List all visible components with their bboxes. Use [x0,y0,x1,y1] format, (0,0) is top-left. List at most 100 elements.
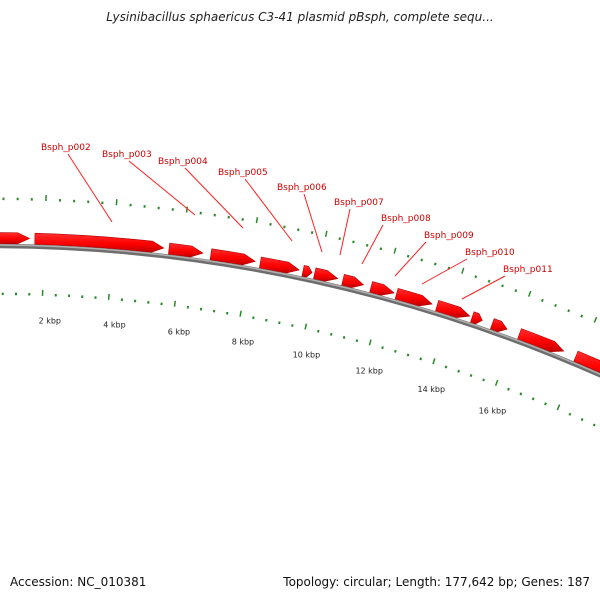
scale-tick [185,206,189,213]
gene-arrow[interactable] [259,256,300,274]
map-title: Lysinibacillus sphaericus C3-41 plasmid … [106,10,494,24]
scale-label: 2 kbp [39,316,61,325]
scale-tick [381,346,384,350]
gene-leader-line [303,193,323,253]
scale-tick [494,379,499,386]
scale-tick [554,303,557,308]
gene-leader-line [244,178,293,242]
scale-tick [107,293,110,300]
scale-tick [519,392,523,396]
scale-label: 12 kbp [355,366,383,375]
gene-arrow[interactable] [435,300,471,318]
gene-leader-line [461,275,506,300]
scale-tick [469,373,473,378]
gene-leader-line [184,167,244,229]
scale-tick [324,230,328,237]
scale-tick [278,321,281,325]
scale-tick [420,258,424,262]
gene-arrow[interactable] [168,242,204,258]
scale-tick [487,279,491,283]
gene-label[interactable]: Bsph_p008 [381,214,431,224]
scale-tick [368,339,372,346]
gene-arrow[interactable] [573,350,600,380]
topology-summary: Topology: circular; Length: 177,642 bp; … [283,575,590,589]
scale-tick [317,329,320,333]
gene-label[interactable]: Bsph_p011 [503,265,553,275]
gene-arrow[interactable] [470,311,483,325]
scale-tick [338,237,341,241]
gene-leader-line [421,258,468,285]
scale-tick [304,323,308,330]
gene-leader-line [361,224,384,265]
gene-arrow[interactable] [341,274,365,288]
scale-tick [342,335,346,339]
scale-tick [507,387,510,391]
scale-tick [255,217,259,224]
scale-tick [239,310,242,317]
gene-arrow[interactable] [313,267,339,282]
scale-tick [457,369,460,373]
scale-label: 14 kbp [418,385,446,394]
scale-tick [297,228,300,232]
scale-tick [365,243,369,247]
plasmid-backbone [0,243,600,378]
scale-tick [406,353,410,357]
scale-tick [531,397,535,401]
gene-arrow[interactable] [0,232,31,245]
scale-tick [252,316,255,320]
gene-arrow[interactable] [490,318,508,333]
scale-label: 16 kbp [479,406,507,415]
gene-label[interactable]: Bsph_p006 [277,183,327,193]
scale-tick [593,316,598,323]
gene-leader-line [128,160,196,216]
scale-tick [540,298,544,302]
plasmid-backbone-highlight [0,244,600,376]
scale-tick [592,423,596,427]
scale-label: 8 kbp [232,338,254,347]
scale-tick [173,300,177,307]
gene-arrow[interactable] [301,265,313,278]
scale-tick [419,357,423,361]
scale-tick [329,332,333,336]
scale-tick [406,254,410,258]
gene-label[interactable]: Bsph_p002 [41,143,91,153]
scale-tick [501,284,504,288]
gene-arrow[interactable] [369,281,395,296]
scale-tick [291,324,294,327]
scale-tick [433,262,437,266]
gene-arrow[interactable] [209,248,256,266]
scale-tick [461,267,465,274]
gene-label[interactable]: Bsph_p005 [218,168,268,178]
scale-tick [556,404,561,411]
scale-tick [580,314,584,318]
scale-tick [432,358,436,365]
scale-tick [355,339,359,343]
gene-label[interactable]: Bsph_p007 [334,198,384,208]
scale-tick [394,349,397,353]
gene-label[interactable]: Bsph_p004 [158,157,208,167]
gene-arrow[interactable] [394,288,433,307]
gene-arrow[interactable] [34,232,165,253]
scale-tick [265,318,268,322]
scale-tick [580,418,584,422]
gene-label[interactable]: Bsph_p009 [424,231,474,241]
scale-tick [393,247,397,254]
gene-leader-line [67,153,113,223]
scale-label: 10 kbp [293,351,321,360]
scale-tick [379,247,383,251]
gene-label[interactable]: Bsph_p003 [102,150,152,160]
scale-tick [310,231,314,235]
scale-tick [352,240,355,244]
scale-tick [527,290,532,297]
scale-tick [567,309,571,313]
scale-label: 6 kbp [168,328,190,337]
scale-label: 4 kbp [103,320,125,329]
gene-leader-line [394,241,427,277]
accession-label: Accession: NC_010381 [10,575,147,589]
gene-arrow[interactable] [517,328,565,353]
scale-tick [482,378,485,382]
gene-label[interactable]: Bsph_p010 [465,248,515,258]
scale-tick [514,289,518,293]
